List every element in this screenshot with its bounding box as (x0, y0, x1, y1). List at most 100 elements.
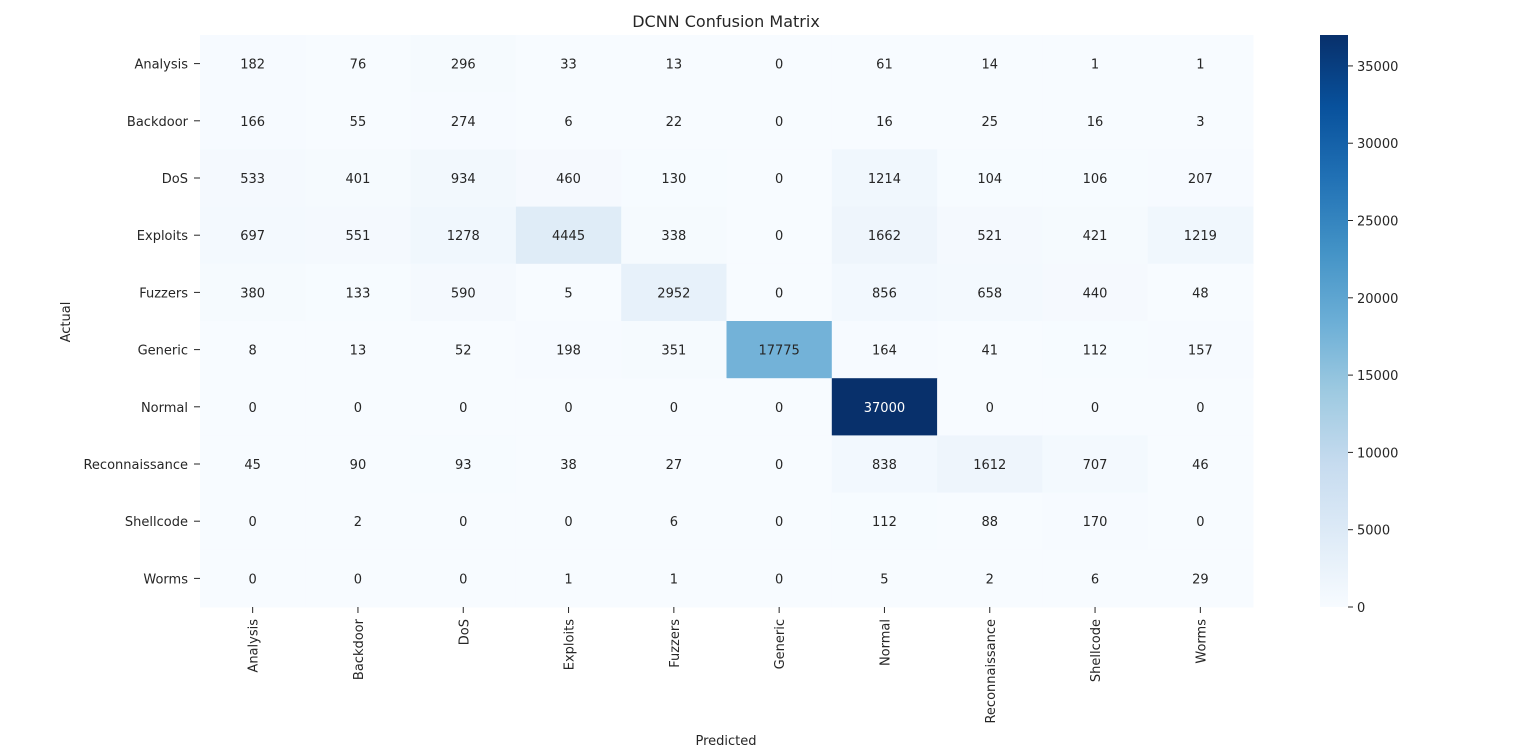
x-axis-label: Predicted (695, 734, 756, 749)
heatmap-cell (621, 492, 727, 551)
heatmap-cell (621, 435, 727, 494)
heatmap-cell (1147, 35, 1254, 93)
heatmap-cell (515, 435, 622, 494)
cell-value-label: 0 (775, 58, 783, 73)
y-tick-label: Worms (143, 572, 188, 587)
heatmap-cell (937, 321, 1043, 379)
heatmap-cell (937, 435, 1043, 494)
cell-value-label: 6 (670, 515, 678, 530)
heatmap-cell (621, 206, 727, 265)
heatmap-cell (305, 149, 412, 208)
heatmap-cell (1147, 263, 1254, 322)
cell-value-label: 338 (661, 229, 686, 244)
colorbar-tick-label: 15000 (1357, 369, 1398, 384)
heatmap-cell (1147, 321, 1254, 379)
cell-value-label: 38 (560, 458, 577, 473)
heatmap-cell (1042, 149, 1149, 208)
heatmap-cell (410, 263, 517, 322)
colorbar-tick-label: 5000 (1357, 524, 1390, 539)
heatmap-cell (937, 492, 1043, 551)
y-tick-labels: Analysis Backdoor DoS Exploits Fuzzers Generi… (83, 58, 200, 587)
heatmap-cell (1147, 149, 1254, 208)
cell-value-label: 5 (880, 572, 888, 587)
heatmap-cell (831, 206, 938, 265)
heatmap-cell (1147, 92, 1254, 150)
y-tick-label: Shellcode (125, 515, 188, 530)
heatmap-cell (305, 549, 412, 608)
heatmap-cell (1147, 549, 1254, 608)
cell-value-label: 401 (346, 172, 371, 187)
heatmap-cell (1147, 435, 1254, 494)
heatmap-cell (515, 263, 622, 322)
cell-value-label: 0 (775, 115, 783, 130)
heatmap-cell (726, 492, 833, 551)
x-tick-label: Reconnaissance (984, 619, 999, 724)
heatmap-cell (515, 321, 622, 379)
cell-value-label: 157 (1188, 344, 1213, 359)
y-tick-label: Normal (141, 401, 188, 416)
cell-value-label: 37000 (864, 401, 905, 416)
cell-value-label: 25 (981, 115, 998, 130)
cell-value-label: 0 (1091, 401, 1099, 416)
cell-value-label: 296 (451, 58, 476, 73)
heatmap-cell (831, 149, 938, 208)
x-tick-labels: Analysis Backdoor DoS Exploits Fuzzers Generi… (247, 607, 1209, 724)
cell-value-label: 0 (1196, 401, 1204, 416)
cell-value-label: 182 (240, 58, 265, 73)
heatmap-cell (410, 321, 517, 379)
cell-value-label: 3 (1196, 115, 1204, 130)
heatmap-cell (621, 263, 727, 322)
cell-value-label: 0 (459, 572, 467, 587)
heatmap-cell (1147, 378, 1254, 436)
heatmap-cell (831, 378, 938, 436)
heatmap-cell (726, 321, 833, 379)
colorbar-tick-label: 25000 (1357, 215, 1398, 230)
cell-value-label: 106 (1083, 172, 1108, 187)
heatmap-cell (831, 321, 938, 379)
cell-value-label: 0 (459, 515, 467, 530)
heatmap-cell (937, 263, 1043, 322)
cell-value-label: 0 (670, 401, 678, 416)
y-tick-label: Fuzzers (139, 286, 188, 301)
x-tick-label: Backdoor (352, 618, 367, 680)
cell-value-label: 421 (1083, 229, 1108, 244)
heatmap-cell (305, 263, 412, 322)
colorbar-tick-label: 35000 (1357, 60, 1398, 75)
heatmap-cell (200, 35, 306, 93)
cell-value-label: 0 (1196, 515, 1204, 530)
heatmap-cell (937, 92, 1043, 150)
cell-value-label: 0 (564, 515, 572, 530)
cell-value-label: 0 (354, 401, 362, 416)
heatmap-cell (621, 321, 727, 379)
cell-value-label: 16 (876, 115, 893, 130)
heatmap-cell (937, 549, 1043, 608)
cell-value-label: 45 (244, 458, 261, 473)
cell-value-label: 90 (350, 458, 367, 473)
cell-value-label: 207 (1188, 172, 1213, 187)
cell-value-label: 46 (1192, 458, 1209, 473)
heatmap-cell (1147, 492, 1254, 551)
cell-value-label: 1 (1196, 58, 1204, 73)
cell-value-label: 934 (451, 172, 476, 187)
cell-value-label: 1219 (1184, 229, 1217, 244)
heatmap-cell (726, 149, 833, 208)
colorbar-tick-label: 30000 (1357, 137, 1398, 152)
cell-value-label: 55 (350, 115, 367, 130)
heatmap-cell (200, 321, 306, 379)
cell-value-label: 130 (661, 172, 686, 187)
heatmap-cell (410, 549, 517, 608)
cell-value-label: 0 (775, 515, 783, 530)
cell-value-label: 521 (977, 229, 1002, 244)
heatmap-cell (305, 378, 412, 436)
heatmap-cell (200, 263, 306, 322)
cell-value-label: 0 (249, 401, 257, 416)
cell-value-label: 0 (775, 172, 783, 187)
cell-value-label: 17775 (758, 344, 799, 359)
cell-value-label: 838 (872, 458, 897, 473)
cell-value-label: 0 (775, 229, 783, 244)
heatmap-cell (515, 35, 622, 93)
cell-value-label: 76 (350, 58, 367, 73)
heatmap-cell (726, 378, 833, 436)
cell-value-label: 856 (872, 286, 897, 301)
